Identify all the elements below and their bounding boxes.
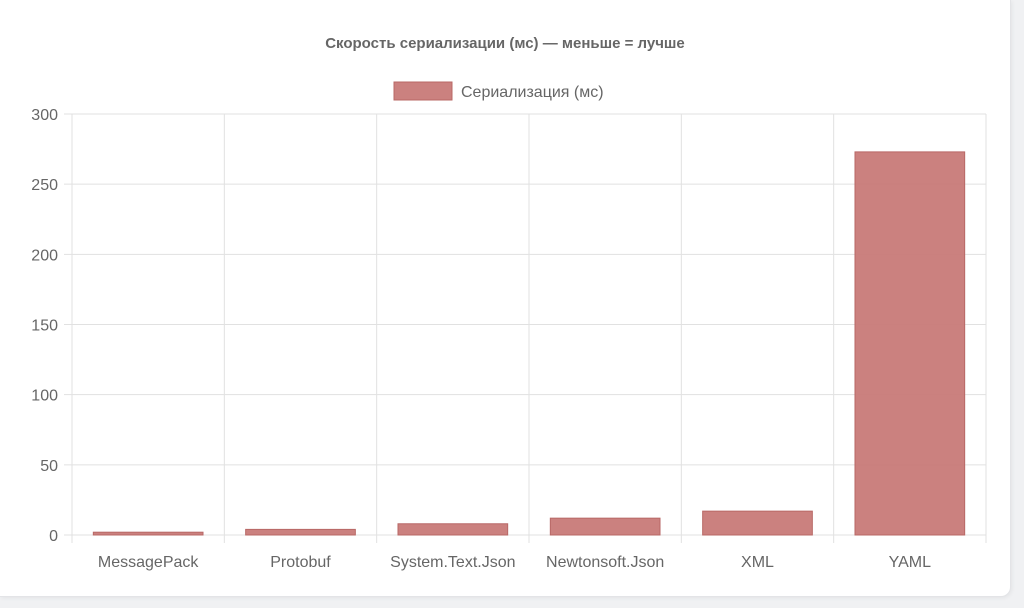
chart-card: Скорость сериализации (мс) — меньше = лу…: [0, 0, 1011, 597]
legend-label[interactable]: Сериализация (мс): [461, 84, 604, 101]
x-tick-label: XML: [741, 554, 774, 571]
y-tick-label: 0: [49, 528, 58, 545]
y-tick-label: 250: [31, 177, 58, 194]
bar[interactable]: [397, 523, 509, 536]
x-tick-label: Protobuf: [270, 554, 331, 571]
bars: [92, 151, 966, 536]
grid: [64, 113, 987, 543]
y-tick-label: 100: [31, 388, 58, 405]
y-tick-label: 50: [40, 458, 58, 475]
bar[interactable]: [245, 528, 356, 536]
y-axis-ticks: 0 50 100 150 200 250 300: [31, 107, 58, 545]
x-tick-label: MessagePack: [98, 554, 199, 571]
bar[interactable]: [92, 531, 204, 536]
x-axis-ticks: MessagePack Protobuf System.Text.Json Newto…: [98, 554, 931, 571]
chart-title: Скорость сериализации (мс) — меньше = лу…: [325, 35, 685, 52]
y-tick-label: 300: [31, 107, 58, 124]
legend[interactable]: Сериализация (мс): [393, 81, 604, 101]
x-tick-label: Newtonsoft.Json: [546, 554, 664, 571]
legend-swatch[interactable]: [393, 81, 453, 101]
y-tick-label: 150: [31, 318, 58, 335]
y-tick-label: 200: [31, 247, 58, 264]
bar[interactable]: [854, 151, 966, 536]
bar[interactable]: [702, 510, 813, 536]
bar-chart: Скорость сериализации (мс) — меньше = лу…: [31, 35, 987, 571]
x-tick-label: YAML: [889, 554, 931, 571]
x-tick-label: System.Text.Json: [390, 554, 515, 571]
bar[interactable]: [549, 517, 661, 536]
